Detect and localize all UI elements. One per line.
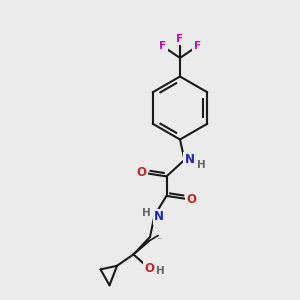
- Text: O: O: [136, 166, 147, 179]
- Text: O: O: [186, 193, 197, 206]
- Text: ·H: ·H: [152, 266, 165, 276]
- Text: N: N: [185, 153, 195, 167]
- Text: F: F: [194, 41, 201, 51]
- Text: O: O: [145, 262, 155, 275]
- Text: methyl: methyl: [158, 237, 163, 238]
- Text: F: F: [176, 34, 184, 44]
- Text: H: H: [142, 208, 151, 218]
- Text: H: H: [196, 160, 206, 170]
- Text: N: N: [154, 210, 164, 224]
- Text: F: F: [159, 41, 167, 51]
